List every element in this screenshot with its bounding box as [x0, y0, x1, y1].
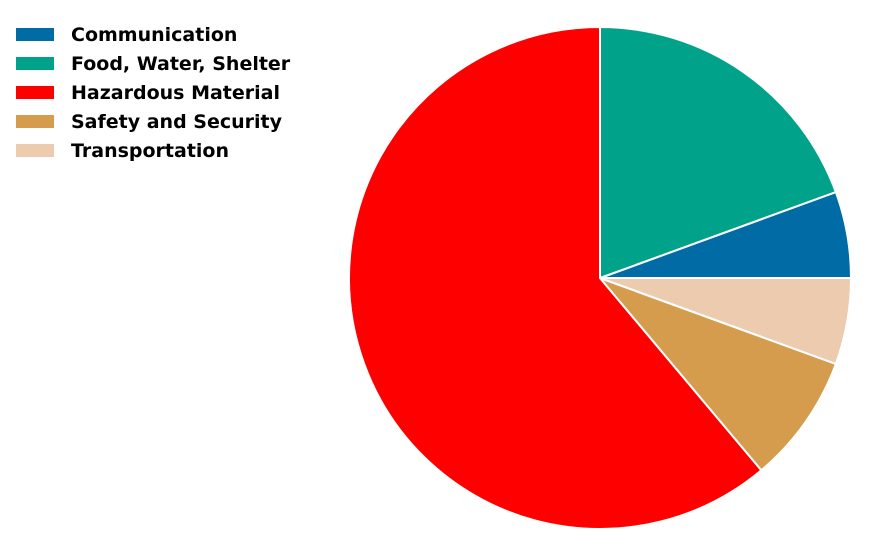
legend-item-safety-and-security: Safety and Security: [16, 107, 290, 136]
legend-label-communication: Communication: [71, 23, 238, 46]
legend-swatch-communication: [16, 28, 54, 41]
legend: Communication Food, Water, Shelter Hazar…: [16, 20, 290, 165]
legend-item-transportation: Transportation: [16, 136, 290, 165]
legend-swatch-transportation: [16, 144, 54, 157]
legend-swatch-hazardous-material: [16, 86, 54, 99]
legend-swatch-safety-and-security: [16, 115, 54, 128]
legend-item-communication: Communication: [16, 20, 290, 49]
pie-slice-hazardous-material: [348, 26, 763, 530]
pie-slice-transportation: [599, 277, 852, 365]
legend-item-hazardous-material: Hazardous Material: [16, 78, 290, 107]
legend-label-hazardous-material: Hazardous Material: [71, 81, 280, 104]
legend-label-transportation: Transportation: [71, 139, 230, 162]
legend-label-food-water-shelter: Food, Water, Shelter: [71, 52, 291, 75]
legend-item-food-water-shelter: Food, Water, Shelter: [16, 49, 290, 78]
pie-slice-food-water-shelter: [599, 26, 837, 279]
pie-slice-safety-and-security: [599, 277, 837, 472]
legend-swatch-food-water-shelter: [16, 57, 54, 70]
legend-label-safety-and-security: Safety and Security: [71, 110, 283, 133]
